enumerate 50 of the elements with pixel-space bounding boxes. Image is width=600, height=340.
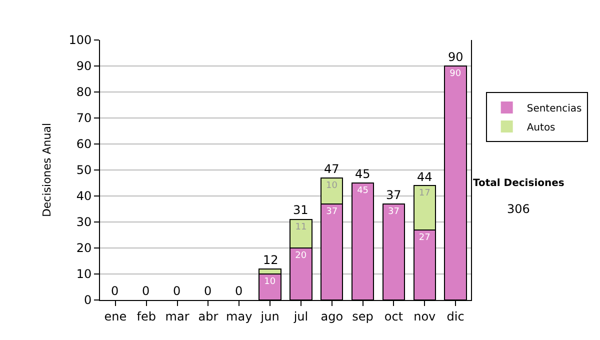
x-tick-label: may <box>226 309 252 324</box>
text: 306 <box>507 202 530 216</box>
text: Total Decisiones <box>473 178 564 189</box>
x-tick-label: jun <box>260 309 280 324</box>
total-label: 0 <box>173 284 181 298</box>
x-tick-label: dic <box>446 309 464 324</box>
x-tick-label: jul <box>292 309 308 324</box>
y-tick-label: 70 <box>76 111 92 126</box>
y-tick-label: 100 <box>68 33 92 48</box>
total-label: 44 <box>417 170 432 184</box>
data-label: 17 <box>418 188 430 199</box>
y-tick-label: 80 <box>76 85 92 100</box>
total-label: 0 <box>204 284 212 298</box>
data-label: 37 <box>388 206 400 217</box>
total-label: 45 <box>355 167 370 181</box>
data-label: 45 <box>357 186 369 196</box>
data-label: 10 <box>326 180 338 191</box>
x-tick-label: mar <box>165 309 190 324</box>
total-label: 90 <box>448 50 464 64</box>
x-tick-label: sep <box>352 309 374 324</box>
data-label: 37 <box>326 206 338 217</box>
y-tick-label: 10 <box>76 267 92 282</box>
total-label: 0 <box>111 284 119 298</box>
x-tick-label: ago <box>320 309 344 324</box>
y-tick-label: 60 <box>76 137 92 152</box>
data-label: 90 <box>450 69 462 79</box>
data-label: 20 <box>295 251 307 261</box>
total-label: 37 <box>386 188 402 202</box>
x-tick-label: feb <box>136 309 156 324</box>
y-tick-label: 20 <box>76 241 92 256</box>
total-label: 0 <box>235 284 243 298</box>
total-label: 12 <box>263 253 278 267</box>
y-tick-label: 0 <box>84 293 92 308</box>
y-tick-label: 30 <box>76 215 92 230</box>
y-tick-label: 40 <box>76 189 92 204</box>
x-tick-label: nov <box>414 309 436 324</box>
data-label: 11 <box>295 222 307 232</box>
x-tick-label: oct <box>384 309 404 324</box>
x-tick-label: abr <box>198 309 218 324</box>
total-label: 47 <box>324 162 340 176</box>
data-label: 27 <box>418 232 430 243</box>
legend-label: Autos <box>526 122 556 134</box>
legend-label: Sentencias <box>526 103 582 114</box>
total-label: 31 <box>293 203 308 217</box>
x-tick-label: ene <box>104 309 127 324</box>
y-tick-label: 50 <box>76 163 92 178</box>
y-axis-title: Decisiones Anual <box>40 122 54 218</box>
total-label: 0 <box>142 284 150 298</box>
data-label: 10 <box>264 277 276 287</box>
y-tick-label: 90 <box>76 59 92 74</box>
